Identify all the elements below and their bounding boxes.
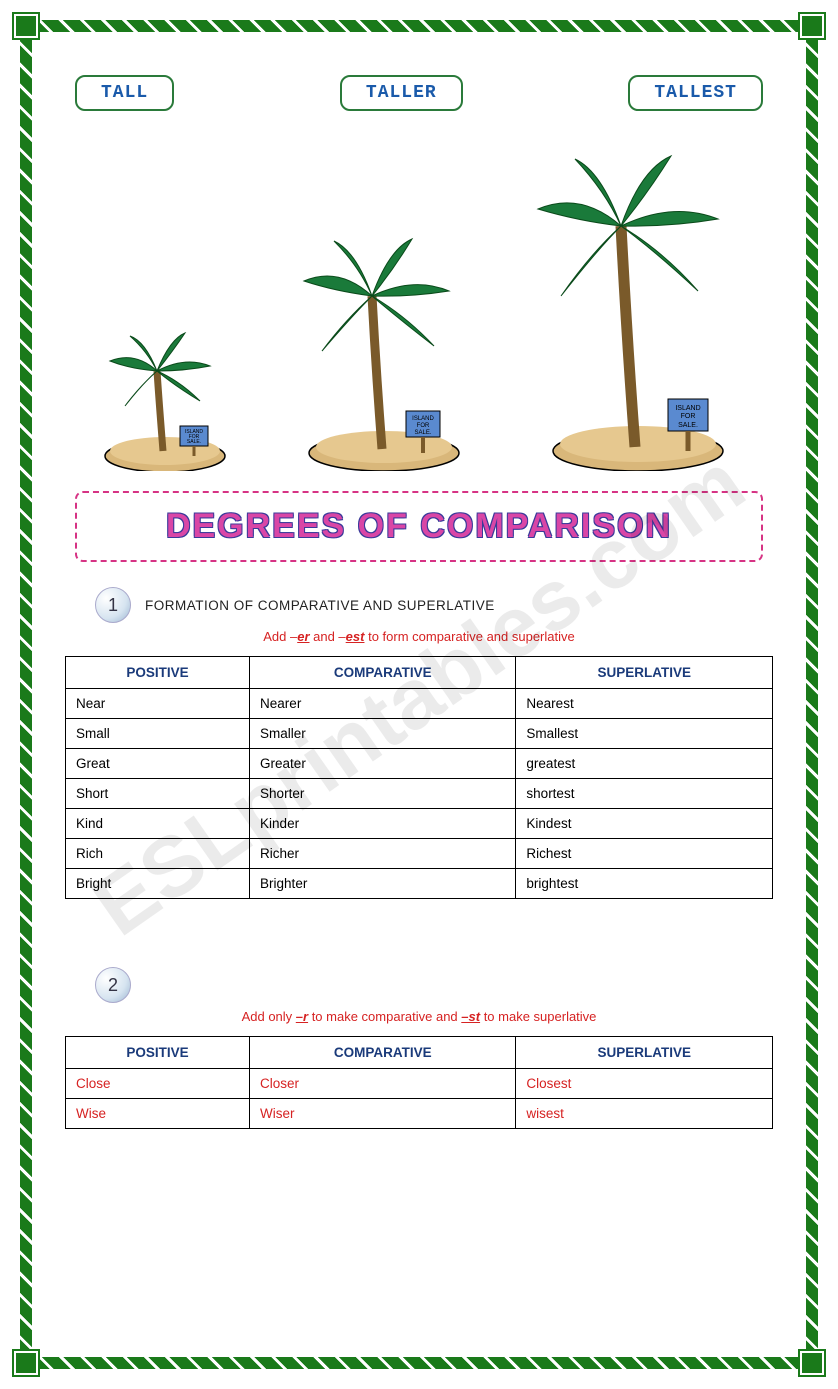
table-row: SmallSmallerSmallest xyxy=(66,719,773,749)
cell: Smallest xyxy=(516,719,773,749)
th-positive: POSITIVE xyxy=(66,1037,250,1069)
table1-header-row: POSITIVE COMPARATIVE SUPERLATIVE xyxy=(66,657,773,689)
svg-text:FOR: FOR xyxy=(417,423,430,429)
cell: Near xyxy=(66,689,250,719)
svg-text:ISLAND: ISLAND xyxy=(675,405,700,412)
cell: Small xyxy=(66,719,250,749)
table2-header-row: POSITIVE COMPARATIVE SUPERLATIVE xyxy=(66,1037,773,1069)
cell: Shorter xyxy=(250,779,516,809)
s2-post: to make superlative xyxy=(480,1009,596,1024)
cell: Brighter xyxy=(250,869,516,899)
table2: POSITIVE COMPARATIVE SUPERLATIVE CloseCl… xyxy=(65,1036,773,1129)
section1-head: 1 FORMATION OF COMPARATIVE AND SUPERLATI… xyxy=(95,587,773,623)
table-row: NearNearerNearest xyxy=(66,689,773,719)
cell: Greater xyxy=(250,749,516,779)
section2-number: 2 xyxy=(95,967,131,1003)
s1-pre: Add – xyxy=(263,629,297,644)
pill-taller: TALLER xyxy=(340,75,463,111)
cell: Close xyxy=(66,1069,250,1099)
cell: Wiser xyxy=(250,1099,516,1129)
table-row: GreatGreatergreatest xyxy=(66,749,773,779)
th-comparative: COMPARATIVE xyxy=(250,1037,516,1069)
title-box: DEGREES OF COMPARISON xyxy=(75,491,763,562)
cell: Smaller xyxy=(250,719,516,749)
table1: POSITIVE COMPARATIVE SUPERLATIVE NearNea… xyxy=(65,656,773,899)
corner-br xyxy=(800,1351,824,1375)
table-row: ShortShortershortest xyxy=(66,779,773,809)
corner-bl xyxy=(14,1351,38,1375)
s1-post: to form comparative and superlative xyxy=(364,629,574,644)
pill-tall: TALL xyxy=(75,75,174,111)
cell: Bright xyxy=(66,869,250,899)
cell: greatest xyxy=(516,749,773,779)
cell: Great xyxy=(66,749,250,779)
corner-tr xyxy=(800,14,824,38)
svg-text:SALE.: SALE. xyxy=(678,422,698,429)
cell: brightest xyxy=(516,869,773,899)
section2-subtitle: Add only –r to make comparative and –st … xyxy=(65,1009,773,1024)
table-row: KindKinderKindest xyxy=(66,809,773,839)
section1-subtitle: Add –er and –est to form comparative and… xyxy=(65,629,773,644)
svg-text:ISLAND: ISLAND xyxy=(412,416,434,422)
cell: Nearest xyxy=(516,689,773,719)
s2-mid: to make comparative and xyxy=(308,1009,461,1024)
s1-est: est xyxy=(346,629,365,644)
th-comparative: COMPARATIVE xyxy=(250,657,516,689)
s2-pre: Add only xyxy=(242,1009,296,1024)
cell: Wise xyxy=(66,1099,250,1129)
cell: Nearer xyxy=(250,689,516,719)
corner-tl xyxy=(14,14,38,38)
cell: Closer xyxy=(250,1069,516,1099)
s2-r: –r xyxy=(296,1009,308,1024)
cell: Rich xyxy=(66,839,250,869)
th-positive: POSITIVE xyxy=(66,657,250,689)
cell: Closest xyxy=(516,1069,773,1099)
table-row: RichRicherRichest xyxy=(66,839,773,869)
cell: Short xyxy=(66,779,250,809)
s1-er: er xyxy=(297,629,309,644)
th-superlative: SUPERLATIVE xyxy=(516,657,773,689)
pill-tallest: TALLEST xyxy=(628,75,763,111)
cell: Kinder xyxy=(250,809,516,839)
s1-mid: and – xyxy=(310,629,346,644)
pill-row: TALL TALLER TALLEST xyxy=(65,75,773,131)
palm-medium: ISLAND FOR SALE. xyxy=(284,231,484,471)
svg-text:FOR: FOR xyxy=(681,413,696,420)
table-row: WiseWiserwisest xyxy=(66,1099,773,1129)
trees-row: ISLAND FOR SALE. ISLAND FOR SALE. xyxy=(65,131,773,471)
cell: wisest xyxy=(516,1099,773,1129)
section1-number: 1 xyxy=(95,587,131,623)
cell: Richer xyxy=(250,839,516,869)
table-row: BrightBrighterbrightest xyxy=(66,869,773,899)
cell: Kind xyxy=(66,809,250,839)
svg-text:SALE.: SALE. xyxy=(414,430,431,436)
table-row: CloseCloserClosest xyxy=(66,1069,773,1099)
palm-small: ISLAND FOR SALE. xyxy=(85,321,245,471)
cell: Kindest xyxy=(516,809,773,839)
page-content: TALL TALLER TALLEST ISLAND FOR SALE. xyxy=(45,45,793,1344)
cell: Richest xyxy=(516,839,773,869)
th-superlative: SUPERLATIVE xyxy=(516,1037,773,1069)
palm-large: ISLAND FOR SALE. xyxy=(523,151,753,471)
cell: shortest xyxy=(516,779,773,809)
svg-text:SALE.: SALE. xyxy=(187,439,201,445)
section2-head: 2 xyxy=(95,967,773,1003)
section1-heading: FORMATION OF COMPARATIVE AND SUPERLATIVE xyxy=(145,598,495,613)
main-title: DEGREES OF COMPARISON xyxy=(97,507,741,546)
s2-st: –st xyxy=(461,1009,480,1024)
